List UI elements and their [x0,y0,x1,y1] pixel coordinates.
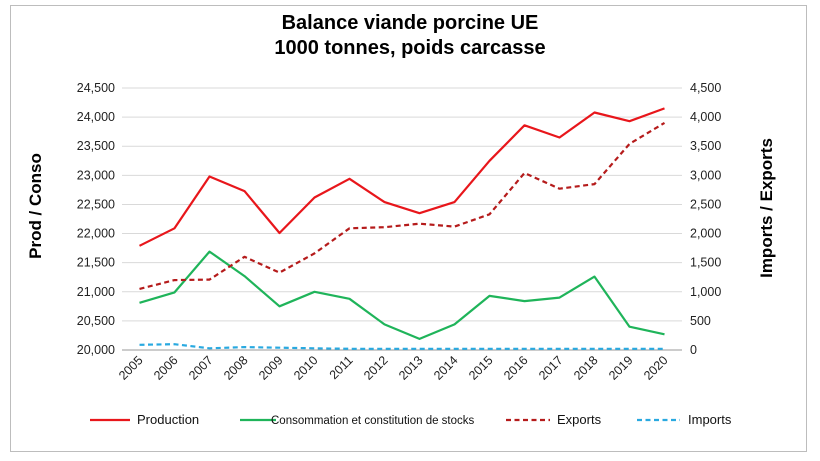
right-axis-ticks: 0 500 1,000 1,500 2,000 2,500 3,000 3,500 4,000 4… [690,81,721,357]
series-line-imports [139,343,665,350]
y-right-tick-label: 3,000 [690,168,721,182]
series-line-exports [139,121,666,290]
series-lines [139,107,666,350]
y-right-tick-label: 1,000 [690,285,721,299]
legend-label: Exports [557,412,602,427]
x-tick-label: 2005 [116,353,146,383]
legend-label: Consommation et constitution de stocks [271,415,475,427]
x-tick-label: 2006 [151,353,181,383]
legend: Production Consommation et constitution d… [90,412,732,427]
x-tick-label: 2009 [256,353,286,383]
x-tick-label: 2008 [221,353,251,383]
x-tick-label: 2013 [396,353,426,383]
y-right-tick-label: 2,000 [690,227,721,241]
y-right-tick-label: 0 [690,343,697,357]
legend-label: Imports [688,412,732,427]
series-line-production [139,107,665,247]
series-line-consommation [139,250,665,340]
y-left-tick-label: 23,500 [77,139,115,153]
x-tick-label: 2010 [291,353,321,383]
chart-title-line1: Balance viande porcine UE [281,12,539,34]
y-right-tick-label: 1,500 [690,256,721,270]
x-tick-label: 2012 [361,353,391,383]
x-tick-label: 2011 [327,353,356,382]
y-left-tick-label: 21,500 [77,256,115,270]
y-left-tick-label: 21,000 [77,285,115,299]
x-tick-label: 2007 [186,353,216,383]
y-left-tick-label: 22,000 [77,227,115,241]
y-left-tick-label: 24,500 [77,81,115,95]
y-right-tick-label: 4,500 [690,81,721,95]
gridlines [122,87,682,351]
y-left-tick-label: 23,000 [77,168,115,182]
y-left-tick-label: 24,000 [77,110,115,124]
x-tick-label: 2017 [536,353,566,383]
y-right-tick-label: 3,500 [690,139,721,153]
y-right-tick-label: 2,500 [690,197,721,211]
x-tick-label: 2020 [641,353,671,383]
y-axis-left-title: Prod / Conso [26,153,45,259]
x-tick-label: 2014 [431,353,461,383]
left-axis-ticks: 20,000 20,500 21,000 21,500 22,000 22,500 23,0… [77,81,115,357]
chart-title-line2: 1000 tonnes, poids carcasse [274,37,546,59]
legend-label: Production [137,412,199,427]
y-left-tick-label: 22,500 [77,197,115,211]
y-right-tick-label: 4,000 [690,110,721,124]
y-right-tick-label: 500 [690,314,711,328]
y-left-tick-label: 20,000 [77,343,115,357]
y-axis-right-title: Imports / Exports [757,138,776,278]
x-axis-ticks: 2005 2006 2007 2008 2009 2010 2011 2012 2013 2014… [116,353,671,383]
x-tick-label: 2019 [606,353,636,383]
x-tick-label: 2018 [571,353,601,383]
x-tick-label: 2015 [466,353,496,383]
y-left-tick-label: 20,500 [77,314,115,328]
x-tick-label: 2016 [501,353,531,383]
chart-frame [10,5,807,452]
